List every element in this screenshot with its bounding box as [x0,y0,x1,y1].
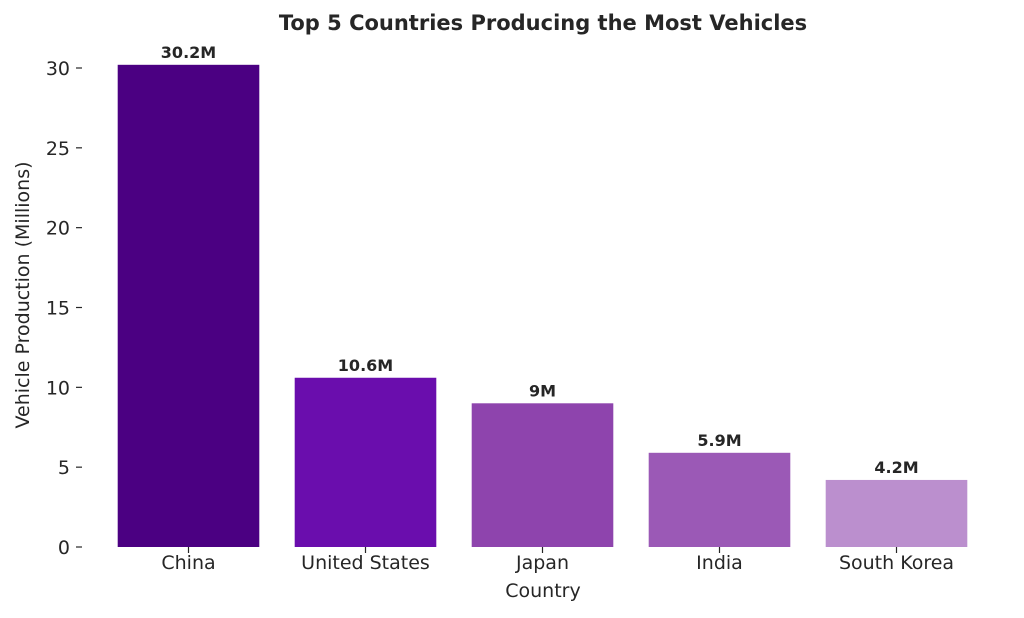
y-axis-label: Vehicle Production (Millions) [12,161,34,428]
y-tick-label: 5 [58,457,70,479]
data-label: 4.2M [874,458,918,477]
bars: 30.2M 10.6M 9M 5.9M 4.2M [117,43,968,547]
y-tick-label: 15 [46,298,70,320]
x-tick-label: Japan [515,552,569,574]
x-tick-label: United States [301,552,430,574]
data-label: 30.2M [161,43,216,62]
bar-south-korea [825,479,968,547]
y-tick-label: 0 [58,537,70,559]
bar-china [117,64,260,547]
y-tick-label: 10 [46,377,70,399]
y-axis: 0 5 10 15 20 25 30 [46,58,82,559]
y-tick-label: 20 [46,218,70,240]
data-label: 10.6M [338,356,393,375]
chart-title: Top 5 Countries Producing the Most Vehic… [279,11,807,35]
x-axis: China United States Japan India South Korea [161,547,954,574]
y-tick-label: 30 [46,58,70,80]
bar-india [648,452,791,547]
y-tick-label: 25 [46,138,70,160]
x-tick-label: South Korea [839,552,954,574]
bar-united-states [294,377,437,547]
bar-japan [471,403,614,547]
x-tick-label: India [696,552,743,574]
data-label: 5.9M [697,431,741,450]
x-axis-label: Country [505,580,580,602]
data-label: 9M [529,381,556,400]
x-tick-label: China [161,552,215,574]
